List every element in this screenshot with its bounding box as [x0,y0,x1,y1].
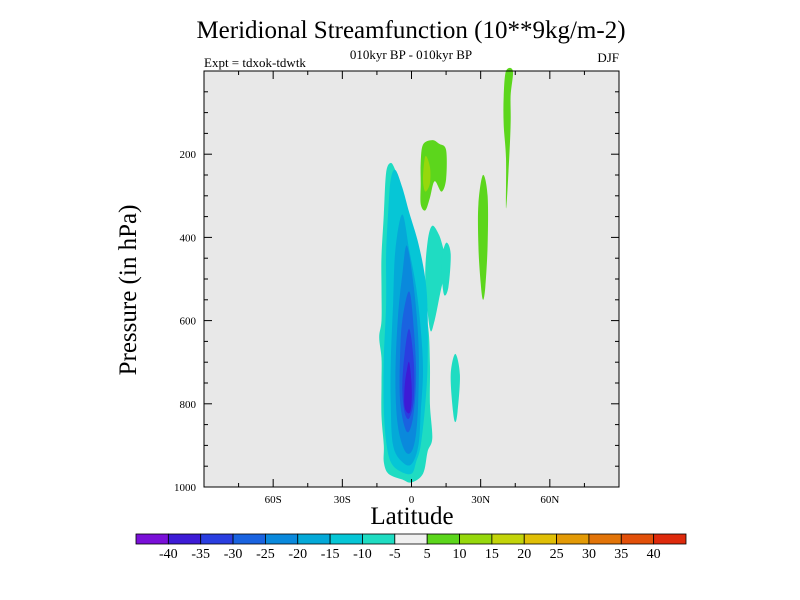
colorbar-swatch [556,533,590,545]
colorbar-swatch [620,533,655,545]
experiment-label: Expt = tdxok-tdwtk [204,55,306,70]
colorbar-label: -30 [224,547,243,562]
colorbar-swatch [588,533,622,545]
colorbar-label: 30 [582,547,596,562]
y-tick-label: 800 [180,399,197,411]
negative-cell-outer-tongue [425,225,449,332]
colorbar-label: 20 [517,547,531,562]
y-tick-label: 200 [180,149,197,161]
colorbar-swatch [265,533,299,545]
y-tick-label: 400 [180,232,197,244]
colorbar-label: -20 [288,547,307,562]
colorbar-swatch [297,533,331,545]
colorbar-swatch [362,533,396,545]
colorbar-label: 10 [453,547,467,562]
colorbar-swatch [491,533,525,545]
colorbar-swatch [329,533,363,545]
colorbar-label: -25 [256,547,275,562]
colorbar-label: -5 [389,547,401,562]
negative-cell-spur-1 [441,242,451,296]
colorbar-swatch [459,533,493,545]
colorbar-label: 35 [614,547,628,562]
colorbar-label: 25 [550,547,564,562]
positive-upper-core [423,155,431,192]
negative-cell-spur-2 [450,353,460,423]
x-tick-label: 30S [334,494,351,506]
positive-high-cell [503,67,514,209]
colorbar-swatch [135,533,169,545]
y-tick-label: 1000 [174,482,197,494]
colorbar: -40 -35 -30 -25 -20 -15 -10 -5 5 10 15 20 25 30 35 40 [135,533,687,562]
colorbar-swatch [232,533,266,545]
colorbar-label: 40 [647,547,661,562]
y-tick-label: 600 [180,316,197,328]
colorbar-swatch [653,533,687,545]
contour-regions [379,67,514,483]
colorbar-swatch [426,533,460,545]
x-tick-label: 30N [471,494,490,506]
colorbar-label: -10 [353,547,372,562]
x-tick-label: 60N [540,494,559,506]
colorbar-label: -15 [321,547,340,562]
season-label: DJF [597,50,619,65]
chart-title: Meridional Streamfunction (10**9kg/m-2) [196,17,626,44]
colorbar-label: -35 [191,547,210,562]
chart-subtitle: 010kyr BP - 010kyr BP [349,47,473,62]
colorbar-swatch [167,533,202,545]
colorbar-label: -40 [159,547,178,562]
colorbar-label: 5 [424,547,431,562]
negative-cell-35 [404,361,412,414]
colorbar-swatch [523,533,557,545]
x-axis-label: Latitude [370,503,454,530]
colorbar-swatch [394,533,428,545]
colorbar-swatch [200,533,234,545]
x-tick-label: 60S [265,494,282,506]
positive-mid-cell [477,174,489,300]
x-tick-label: 0 [409,494,415,506]
plot-frame [203,70,620,488]
colorbar-label: 15 [485,547,499,562]
